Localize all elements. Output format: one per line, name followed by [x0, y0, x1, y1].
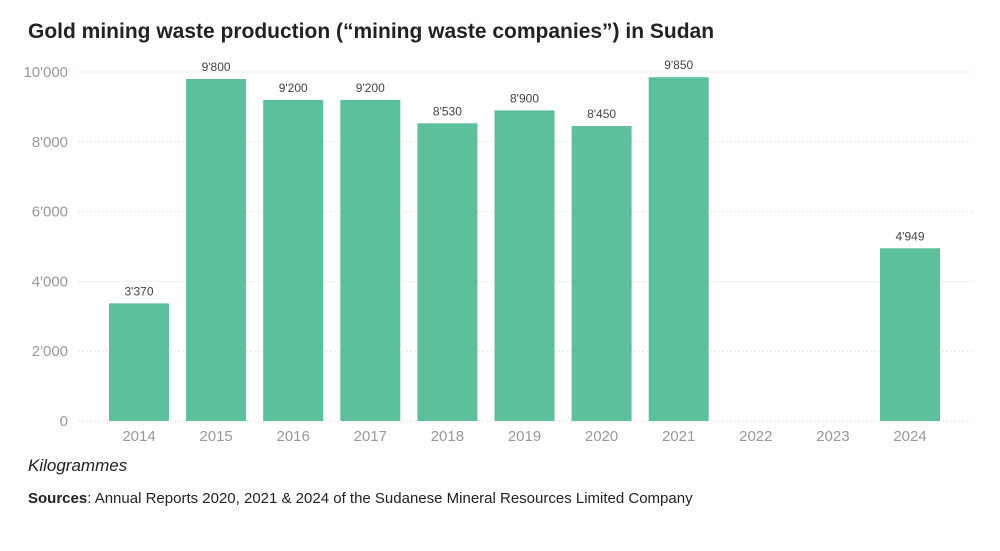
- x-tick-label: 2021: [662, 428, 695, 445]
- y-tick-label: 6'000: [32, 204, 68, 221]
- bar-2016: [263, 99, 324, 422]
- data-label: 4'949: [896, 229, 925, 243]
- x-tick-label: 2020: [585, 428, 618, 445]
- source-text: : Annual Reports 2020, 2021 & 2024 of th…: [87, 490, 693, 507]
- x-tick-label: 2017: [354, 428, 387, 445]
- x-tick-label: 2023: [816, 428, 849, 445]
- x-tick-label: 2014: [122, 428, 155, 445]
- chart-title: Gold mining waste production (“mining wa…: [28, 20, 715, 43]
- bar-2015: [186, 78, 247, 421]
- data-label: 9'800: [202, 60, 231, 74]
- y-tick-label: 2'000: [32, 343, 68, 360]
- bar-2017: [340, 99, 401, 422]
- y-tick-label: 0: [60, 413, 68, 430]
- data-label: 3'370: [125, 284, 154, 298]
- x-tick-label: 2024: [893, 428, 926, 445]
- bar-2020: [571, 126, 632, 421]
- x-tick-label: 2022: [739, 428, 772, 445]
- data-label: 9'850: [664, 58, 693, 72]
- source-note: Sources: Annual Reports 2020, 2021 & 202…: [28, 490, 693, 507]
- data-label: 8'900: [510, 91, 539, 105]
- y-tick-label: 8'000: [32, 134, 68, 151]
- bar-2014: [109, 303, 169, 421]
- bar-2021: [648, 77, 709, 422]
- x-tick-label: 2015: [199, 428, 232, 445]
- bar-2019: [494, 110, 555, 421]
- data-label: 9'200: [279, 81, 308, 95]
- bar-2024: [880, 248, 940, 421]
- y-tick-label: 4'000: [32, 273, 68, 290]
- x-tick-label: 2016: [277, 428, 310, 445]
- source-label: Sources: [28, 490, 88, 507]
- y-tick-label: 10'000: [23, 64, 68, 81]
- data-label: 8'530: [433, 104, 462, 118]
- y-axis-unit: Kilogrammes: [28, 456, 128, 475]
- bar-2018: [417, 123, 478, 421]
- x-tick-label: 2019: [508, 428, 541, 445]
- x-tick-label: 2018: [431, 428, 464, 445]
- data-label: 8'450: [587, 107, 616, 121]
- data-label: 9'200: [356, 81, 385, 95]
